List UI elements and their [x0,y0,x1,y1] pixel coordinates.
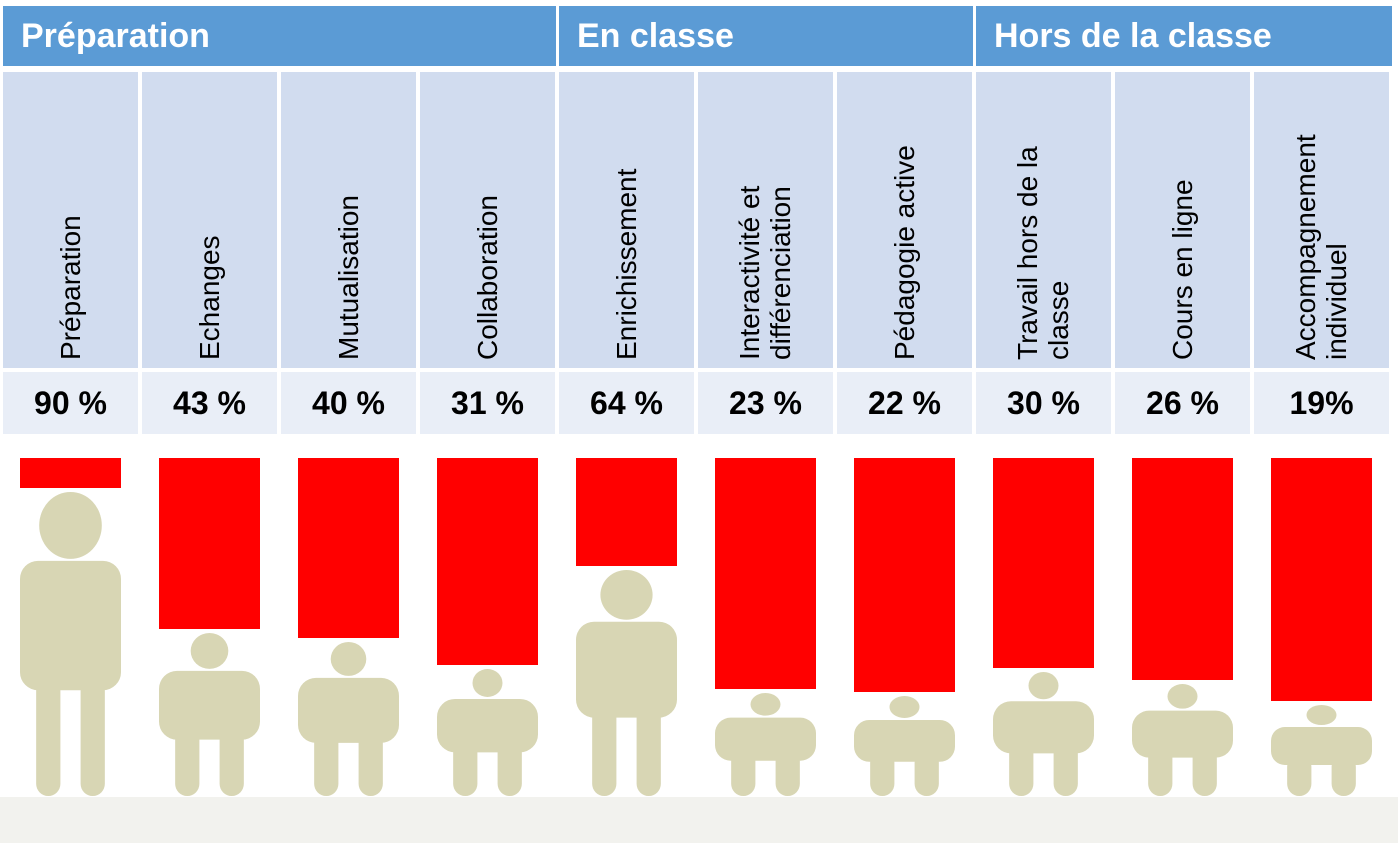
value-label: 30 % [976,372,1111,434]
person-figure [854,696,955,796]
value-label: 43 % [142,372,277,434]
category-cell: Préparation [3,72,138,368]
category-label: Pédagogie active [845,80,965,360]
group-header-hors-classe: Hors de la classe [976,6,1392,66]
bar [715,458,816,689]
category-label-text: Mutualisation [332,195,364,360]
bar [1271,458,1372,701]
value-label: 19% [1254,372,1389,434]
floor [0,797,1398,843]
category-label: Travail hors de la classe [984,80,1104,360]
category-label-text: Cours en ligne [1166,179,1198,360]
value-label: 64 % [559,372,694,434]
bar [20,458,121,488]
category-label: Préparation [11,80,131,360]
group-header-preparation: Préparation [3,6,556,66]
category-label: Interactivité et différenciation [706,80,826,360]
bar [993,458,1094,668]
bar [159,458,260,629]
person-figure [715,693,816,796]
category-label-text: Pédagogie active [888,145,920,360]
person-figure [993,672,1094,796]
category-label-line: Echanges [193,235,225,360]
category-cell: Interactivité et différenciation [698,72,833,368]
bar [576,458,677,566]
value-label: 22 % [837,372,972,434]
category-cell: Pédagogie active [837,72,972,368]
person-figure [437,669,538,796]
person-figure [20,492,121,796]
bar [298,458,399,638]
person-figure [576,570,677,796]
category-label-line: Préparation [54,215,86,360]
category-cell: Accompagnement individuel [1254,72,1389,368]
category-label: Cours en ligne [1123,80,1243,360]
value-label: 40 % [281,372,416,434]
category-cell: Travail hors de la classe [976,72,1111,368]
category-cell: Mutualisation [281,72,416,368]
category-label-line: Interactivité et [733,185,765,360]
category-cell: Enrichissement [559,72,694,368]
category-label-line: Accompagnement [1289,134,1321,360]
bar [1132,458,1233,680]
category-label-line: Mutualisation [332,195,364,360]
category-cell: Cours en ligne [1115,72,1250,368]
category-label-line: Collaboration [471,195,503,360]
category-label-line: Travail hors de la [1011,146,1043,360]
category-cell: Echanges [142,72,277,368]
category-label: Echanges [150,80,270,360]
category-label-line: Enrichissement [610,168,642,360]
bar [437,458,538,665]
bar-area [20,458,1372,796]
category-cell: Collaboration [420,72,555,368]
category-label: Enrichissement [567,80,687,360]
category-label-text: Préparation [54,215,86,360]
category-label-text: Collaboration [471,195,503,360]
category-label-line: individuel [1320,243,1352,360]
value-label: 90 % [3,372,138,434]
person-figure [1271,705,1372,796]
value-label: 26 % [1115,372,1250,434]
category-label-text: Echanges [193,235,225,360]
category-label-text: Travail hors de la classe [1011,146,1075,360]
category-label-line: différenciation [764,186,796,360]
value-label: 31 % [420,372,555,434]
category-label-text: Accompagnement individuel [1289,134,1353,360]
category-label: Accompagnement individuel [1262,80,1382,360]
category-label: Mutualisation [289,80,409,360]
bar [854,458,955,692]
category-label-text: Enrichissement [610,168,642,360]
category-label: Collaboration [428,80,548,360]
category-label-line: Pédagogie active [888,145,920,360]
category-label-line: classe [1042,280,1074,360]
category-label-line: Cours en ligne [1166,179,1198,360]
person-figure [1132,684,1233,796]
value-label: 23 % [698,372,833,434]
person-figure [159,633,260,796]
group-header-en-classe: En classe [559,6,973,66]
category-label-text: Interactivité et différenciation [733,185,797,360]
person-figure [298,642,399,796]
